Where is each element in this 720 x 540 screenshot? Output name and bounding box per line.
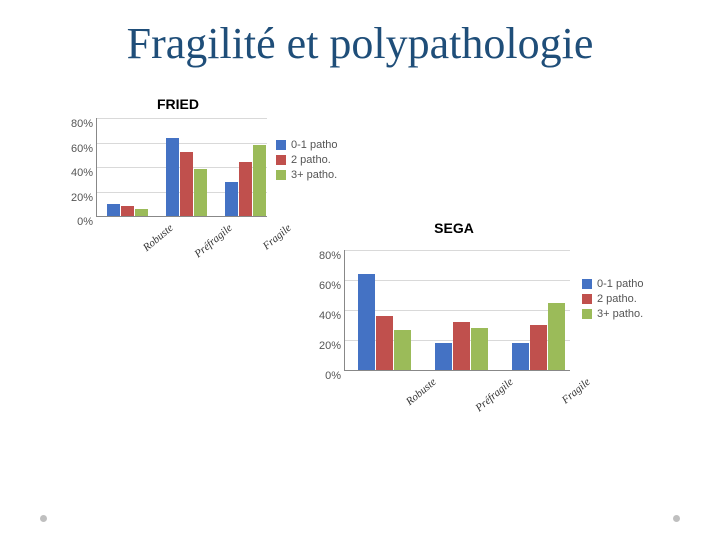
fried-group: [107, 204, 148, 216]
sega-bar: [394, 330, 411, 371]
fried-plot: 0%20%40%60%80%RobustePréfragileFragile: [96, 118, 267, 217]
fried-ytick: 0%: [77, 216, 97, 228]
legend-swatch: [582, 294, 592, 304]
sega-title: SEGA: [394, 220, 514, 236]
legend-swatch: [582, 279, 592, 289]
fried-bar: [239, 162, 252, 216]
sega-bar: [358, 274, 375, 370]
legend-label: 2 patho.: [291, 154, 331, 166]
fried-ytick: 20%: [71, 192, 97, 204]
sega-xlabel: Robuste: [360, 376, 439, 445]
legend-swatch: [276, 170, 286, 180]
sega-ytick: 80%: [319, 250, 345, 262]
sega-ytick: 60%: [319, 280, 345, 292]
legend-label: 3+ patho.: [291, 169, 337, 181]
sega-ytick: 20%: [319, 340, 345, 352]
sega-ytick: 0%: [325, 370, 345, 382]
fried-ytick: 40%: [71, 167, 97, 179]
fried-group: [166, 138, 207, 216]
legend-swatch: [276, 155, 286, 165]
legend-label: 3+ patho.: [597, 308, 643, 320]
fried-legend-item: 3+ patho.: [276, 169, 337, 181]
slide-title: Fragilité et polypathologie: [0, 18, 720, 69]
sega-xlabel: Fragile: [514, 376, 593, 445]
sega-ytick: 40%: [319, 310, 345, 322]
slide-dot-right: [673, 515, 680, 522]
sega-legend-item: 2 patho.: [582, 293, 643, 305]
fried-legend-item: 0-1 patho: [276, 139, 337, 151]
fried-bar: [166, 138, 179, 216]
fried-bar: [194, 169, 207, 216]
fried-bar: [180, 152, 193, 216]
fried-title: FRIED: [128, 96, 228, 112]
legend-label: 0-1 patho: [291, 139, 337, 151]
sega-bar: [548, 303, 565, 371]
sega-bar: [435, 343, 452, 370]
sega-legend-item: 0-1 patho: [582, 278, 643, 290]
fried-legend-item: 2 patho.: [276, 154, 337, 166]
fried-ytick: 80%: [71, 118, 97, 130]
legend-label: 0-1 patho: [597, 278, 643, 290]
sega-bar: [530, 325, 547, 370]
sega-legend-item: 3+ patho.: [582, 308, 643, 320]
sega-group: [512, 303, 565, 371]
fried-bar: [121, 206, 134, 216]
sega-group: [358, 274, 411, 370]
fried-bar: [225, 182, 238, 216]
sega-bar: [512, 343, 529, 370]
sega-bar: [471, 328, 488, 370]
sega-legend: 0-1 patho 2 patho. 3+ patho.: [582, 275, 643, 323]
sega-group: [435, 322, 488, 370]
fried-bar: [107, 204, 120, 216]
sega-bar: [453, 322, 470, 370]
legend-swatch: [582, 309, 592, 319]
fried-bar: [253, 145, 266, 216]
legend-label: 2 patho.: [597, 293, 637, 305]
sega-plot: 0%20%40%60%80%RobustePréfragileFragile: [344, 250, 570, 371]
fried-group: [225, 145, 266, 216]
legend-swatch: [276, 140, 286, 150]
slide-dot-left: [40, 515, 47, 522]
sega-chart: SEGA 0%20%40%60%80%RobustePréfragileFragi…: [294, 220, 654, 420]
fried-legend: 0-1 patho 2 patho. 3+ patho.: [276, 136, 337, 184]
fried-bar: [135, 209, 148, 216]
sega-xlabel: Préfragile: [437, 376, 516, 445]
sega-bar: [376, 316, 393, 370]
fried-ytick: 60%: [71, 143, 97, 155]
